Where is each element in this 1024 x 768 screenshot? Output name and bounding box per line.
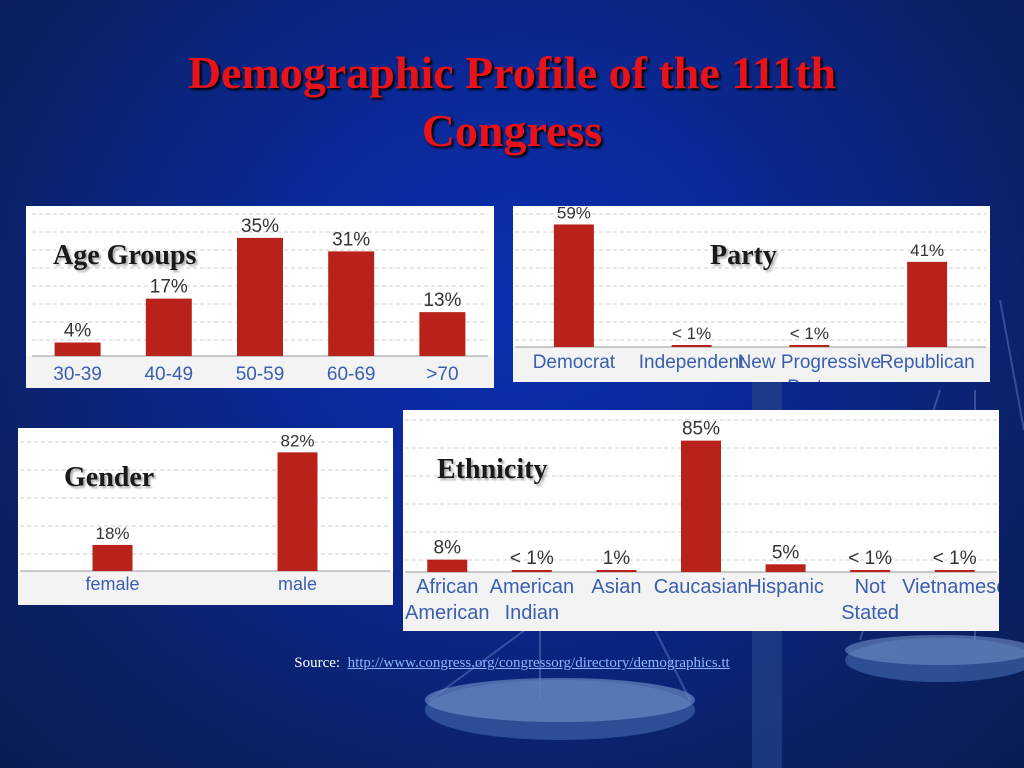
value-label-party-0: 59% bbox=[557, 206, 591, 222]
bar-age-1 bbox=[145, 298, 192, 356]
ethnicity-chart: 8% African American < 1% American Indian 1% Asi… bbox=[403, 419, 999, 631]
category-label-ethnicity-1: American bbox=[490, 576, 574, 598]
value-label-ethnicity-4: 5% bbox=[772, 542, 800, 563]
value-label-ethnicity-1: < 1% bbox=[510, 548, 554, 569]
category-label-gender-1: male bbox=[278, 574, 317, 594]
category-label-age-4: >70 bbox=[426, 364, 458, 385]
value-label-ethnicity-2: 1% bbox=[603, 548, 631, 569]
category-label-party-2: New Progressive bbox=[738, 352, 882, 373]
value-label-party-3: 41% bbox=[910, 241, 944, 260]
bar-ethnicity-2 bbox=[596, 570, 637, 572]
bar-party-0 bbox=[553, 224, 594, 347]
value-label-ethnicity-5: < 1% bbox=[848, 548, 892, 569]
value-label-gender-1: 82% bbox=[280, 431, 314, 450]
bar-gender-0 bbox=[92, 544, 133, 571]
category-label-age-3: 60-69 bbox=[327, 364, 376, 385]
value-label-age-3: 31% bbox=[332, 229, 370, 250]
bar-party-1 bbox=[671, 345, 712, 347]
party-panel: 59% Democrat < 1% Independent < 1% New Progre… bbox=[513, 206, 990, 382]
axis-band bbox=[18, 571, 393, 605]
value-label-age-4: 13% bbox=[423, 290, 461, 311]
value-label-age-1: 17% bbox=[150, 277, 188, 298]
value-label-gender-0: 18% bbox=[95, 524, 129, 543]
bar-ethnicity-4 bbox=[765, 564, 806, 572]
axis-band bbox=[513, 347, 990, 382]
value-label-ethnicity-6: < 1% bbox=[933, 548, 977, 569]
party-chart: 59% Democrat < 1% Independent < 1% New Progre… bbox=[513, 206, 990, 382]
bar-age-3 bbox=[328, 251, 375, 356]
category-label-ethnicity-6: Vietnamese bbox=[902, 576, 999, 598]
source-label: Source: bbox=[294, 655, 341, 671]
category-label-ethnicity-4: Hispanic bbox=[747, 576, 824, 598]
bar-ethnicity-1 bbox=[511, 570, 552, 572]
category-label-ethnicity-3: Caucasian bbox=[654, 576, 749, 598]
gender-chart: 18% female 82% male bbox=[18, 431, 393, 605]
slide-title-line1: Demographic Profile of the 111th bbox=[187, 47, 837, 98]
bar-ethnicity-6 bbox=[934, 570, 975, 572]
category-label-ethnicity-5: Stated bbox=[841, 602, 899, 624]
category-label-ethnicity-0: African bbox=[416, 576, 478, 598]
value-label-ethnicity-0: 8% bbox=[434, 538, 462, 559]
category-label-party-3: Republican bbox=[880, 352, 975, 373]
bar-party-2 bbox=[789, 345, 830, 347]
source-line: Source: http://www.congress.org/congress… bbox=[0, 655, 1024, 672]
ethnicity-panel: 8% African American < 1% American Indian 1% Asi… bbox=[403, 410, 999, 631]
axis-band bbox=[403, 572, 999, 631]
bar-gender-1 bbox=[277, 452, 318, 571]
party-label: Party bbox=[710, 240, 777, 271]
bar-age-2 bbox=[237, 237, 283, 356]
category-label-ethnicity-0: American bbox=[405, 602, 489, 624]
gender-label: Gender bbox=[64, 462, 155, 493]
source-link[interactable]: http://www.congress.org/congressorg/dire… bbox=[347, 655, 730, 671]
bar-ethnicity-5 bbox=[850, 570, 891, 572]
value-label-ethnicity-3: 85% bbox=[682, 419, 720, 440]
bar-ethnicity-3 bbox=[681, 440, 721, 572]
category-label-age-2: 50-59 bbox=[236, 364, 285, 385]
category-label-age-1: 40-49 bbox=[144, 364, 193, 385]
age-groups-panel: 4% 30-39 17% 40-49 35% 50-59 31% 60-69 13% >70 Ag… bbox=[26, 206, 494, 388]
age-groups-chart: 4% 30-39 17% 40-49 35% 50-59 31% 60-69 13% >70 bbox=[26, 213, 494, 388]
age-groups-label: Age Groups bbox=[53, 240, 197, 271]
slide-title-line2: Congress bbox=[421, 105, 603, 156]
category-label-gender-0: female bbox=[85, 574, 139, 594]
category-label-age-0: 30-39 bbox=[53, 364, 102, 385]
value-label-age-0: 4% bbox=[64, 321, 92, 342]
category-label-ethnicity-1: Indian bbox=[505, 602, 560, 624]
value-label-party-2: < 1% bbox=[790, 324, 829, 343]
bar-party-3 bbox=[907, 261, 948, 347]
category-label-party-2: Party bbox=[787, 377, 832, 382]
gender-panel: 18% female 82% male Gender bbox=[18, 428, 393, 605]
value-label-party-1: < 1% bbox=[672, 324, 711, 343]
slide-title: Demographic Profile of the 111th Congres… bbox=[0, 44, 1024, 160]
category-label-party-1: Independent bbox=[639, 352, 745, 373]
bar-ethnicity-0 bbox=[427, 559, 468, 572]
bar-age-4 bbox=[419, 312, 466, 356]
ethnicity-label: Ethnicity bbox=[437, 454, 548, 485]
value-label-age-2: 35% bbox=[241, 216, 279, 237]
category-label-ethnicity-2: Asian bbox=[591, 576, 641, 598]
category-label-party-0: Democrat bbox=[533, 352, 616, 373]
axis-band bbox=[26, 356, 494, 388]
category-label-ethnicity-5: Not bbox=[855, 576, 887, 598]
bar-age-0 bbox=[54, 342, 101, 356]
